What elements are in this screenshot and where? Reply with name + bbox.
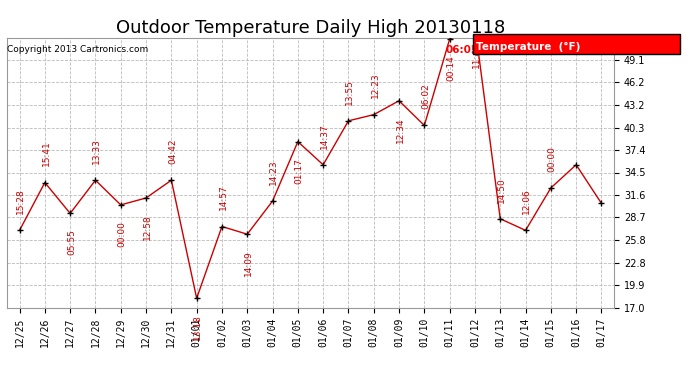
Text: Copyright 2013 Cartronics.com: Copyright 2013 Cartronics.com: [7, 45, 148, 54]
Text: 15:41: 15:41: [41, 141, 50, 166]
Text: 12:23: 12:23: [371, 73, 380, 99]
Text: 12:06: 12:06: [522, 188, 531, 214]
Text: 14:09: 14:09: [244, 251, 253, 276]
Text: 12:58: 12:58: [143, 214, 152, 240]
Text: 13:18: 13:18: [193, 315, 202, 340]
Text: 14:37: 14:37: [320, 123, 329, 148]
Text: Outdoor Temperature Daily High 20130118: Outdoor Temperature Daily High 20130118: [116, 19, 505, 37]
Text: 00:14: 00:14: [446, 55, 455, 81]
Text: 13:55: 13:55: [345, 79, 354, 105]
Text: 00:00: 00:00: [548, 146, 557, 172]
Text: 00:00: 00:00: [117, 221, 126, 247]
Text: 14:57: 14:57: [219, 184, 228, 210]
Text: 04:42: 04:42: [168, 138, 177, 164]
Text: 06:02: 06:02: [421, 84, 430, 109]
Text: 01:17: 01:17: [295, 158, 304, 184]
Text: 14:23: 14:23: [269, 159, 278, 185]
Text: 11:42: 11:42: [472, 42, 481, 68]
Text: 14:50: 14:50: [497, 177, 506, 203]
Text: Temperature  (°F): Temperature (°F): [476, 42, 580, 52]
Text: 05:55: 05:55: [67, 230, 76, 255]
Text: 06:02: 06:02: [445, 45, 478, 55]
Text: 15:28: 15:28: [17, 188, 26, 214]
Text: 13:33: 13:33: [92, 138, 101, 164]
Text: 12:34: 12:34: [396, 117, 405, 142]
